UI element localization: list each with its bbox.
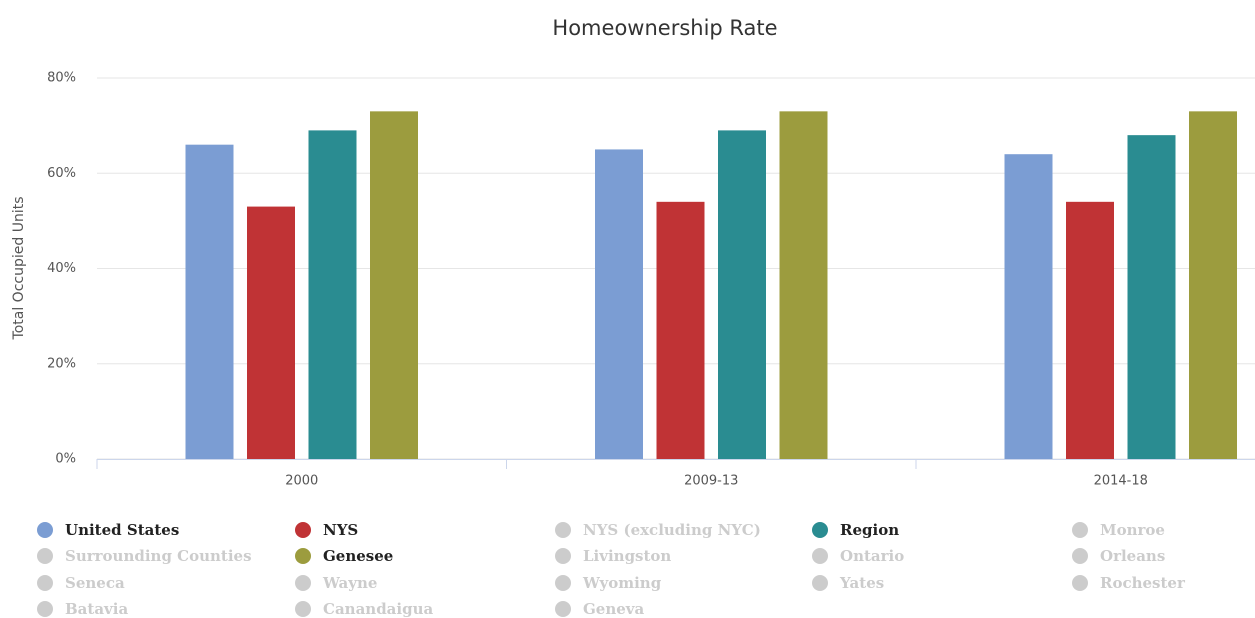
legend-item[interactable]: NYS [323,521,358,539]
legend-item[interactable]: Monroe [1100,521,1165,539]
bar [779,111,828,460]
legend-symbol [812,548,828,564]
bar [1127,135,1176,459]
legend-symbol [37,601,53,617]
legend-item[interactable]: Yates [839,574,884,592]
legend-symbol [295,522,311,538]
legend-item[interactable]: Wyoming [582,574,662,592]
bar [247,206,295,459]
chart-title: Homeownership Rate [552,16,777,40]
bar [718,130,766,459]
legend-symbol [812,522,828,538]
y-tick-label: 40% [47,261,76,276]
y-tick-label: 80% [47,71,76,86]
legend-symbol [37,522,53,538]
legend-item[interactable]: Genesee [323,547,393,565]
legend-symbol [555,601,571,617]
x-tick-label: 2014-18 [1094,474,1148,489]
y-tick-label: 20% [47,356,76,371]
legend-symbol [1072,522,1088,538]
legend-item[interactable]: Livingston [583,547,671,565]
legend-symbol [1072,575,1088,591]
bar [1004,154,1053,459]
y-tick-label: 0% [55,452,76,467]
legend-symbol [295,601,311,617]
legend-item[interactable]: Canandaigua [323,600,433,618]
legend-symbol [555,575,571,591]
legend-item[interactable]: Batavia [65,600,128,618]
legend-symbol [295,575,311,591]
legend-item[interactable]: NYS (excluding NYC) [583,521,761,539]
y-tick-label: 60% [47,166,76,181]
bar [370,111,418,460]
legend-symbol [37,575,53,591]
bar [595,149,643,459]
y-axis-label: Total Occupied Units [11,197,27,341]
legend-item[interactable]: Rochester [1100,574,1186,592]
bar [1189,111,1237,460]
legend-symbol [37,548,53,564]
legend-item[interactable]: Surrounding Counties [65,547,252,565]
legend-symbol [555,522,571,538]
bar [185,144,234,460]
x-tick-label: 2000 [285,474,318,489]
x-tick-label: 2009-13 [684,474,738,489]
legend-item[interactable]: Geneva [583,600,645,618]
legend-symbol [1072,548,1088,564]
bar [656,201,705,459]
bar [308,130,357,459]
legend-item[interactable]: Region [840,521,899,539]
legend-item[interactable]: United States [65,521,179,539]
bar [1066,201,1114,459]
legend-symbol [295,548,311,564]
legend-item[interactable]: Orleans [1100,547,1165,565]
legend-item[interactable]: Wayne [322,574,377,592]
legend-symbol [812,575,828,591]
legend-item[interactable]: Seneca [65,574,125,592]
legend-item[interactable]: Ontario [840,547,904,565]
legend-symbol [555,548,571,564]
